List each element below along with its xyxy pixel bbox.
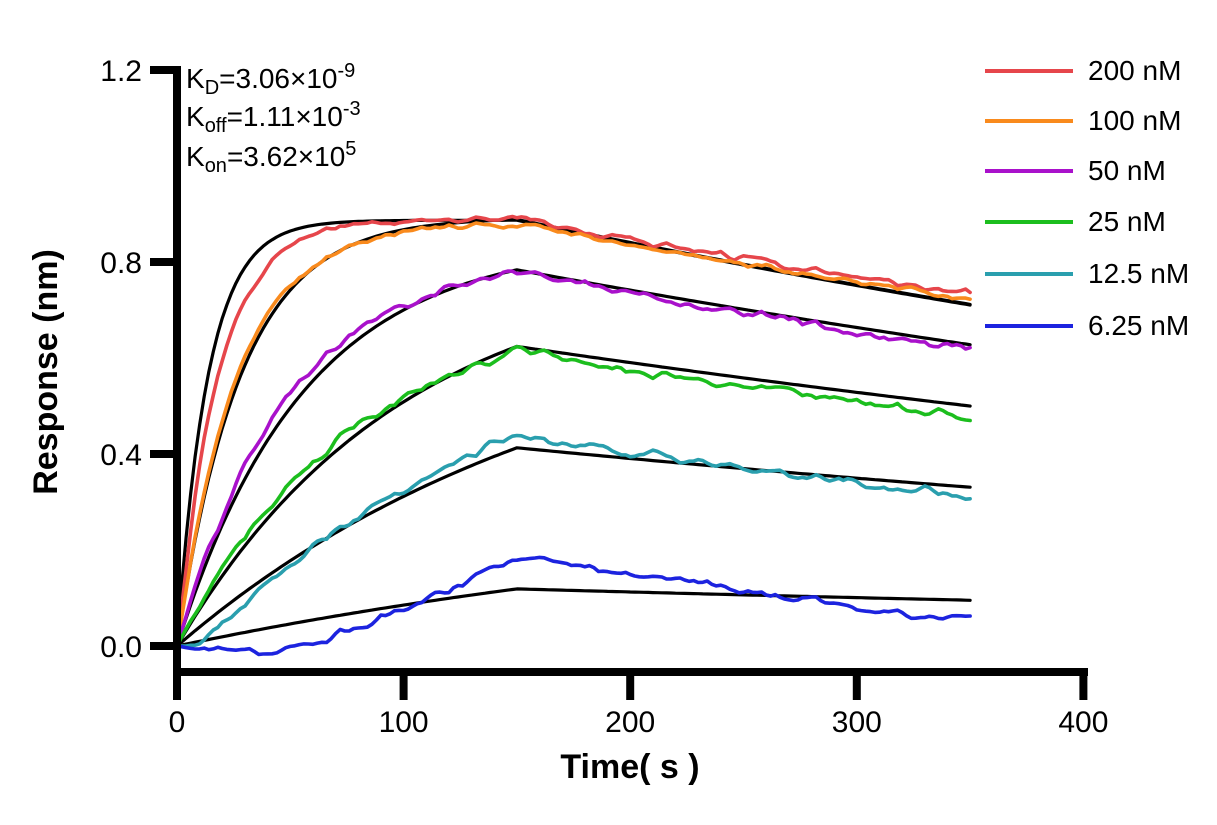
legend-label: 100 nM [1088,105,1182,136]
legend-item-25-nM: 25 nM [985,206,1166,238]
legend-label: 12.5 nM [1088,258,1190,289]
fit-curve-25-nM [175,344,972,648]
legend-line-swatch [985,169,1073,173]
kd-annotation: KD=3.06×10-9 [186,60,356,99]
y-tick-label: 0.0 [100,631,142,664]
axis-ticks: 0 100 200 300 400 0.0 0.4 0.8 1.2 [100,55,1108,739]
x-tick-label: 100 [379,706,429,739]
legend-item-50-nM: 50 nM [985,155,1166,187]
x-tick-label: 200 [605,706,655,739]
legend-line-swatch [985,324,1073,328]
fit-curve-6-25-nM [175,587,972,648]
legend-label: 200 nM [1088,55,1182,86]
legend-line-swatch [985,119,1073,123]
y-tick-label: 0.4 [100,439,142,472]
data-curve-100-nM [175,221,972,648]
legend-line-swatch [985,272,1073,276]
koff-annotation: Koff=1.11×10-3 [186,98,361,137]
data-curve-12-5-nM [175,433,972,648]
legend-item-100-nM: 100 nM [985,105,1181,137]
data-curve-25-nM [175,344,972,648]
data-curve-6-25-nM [175,555,972,657]
legend-item-12-5-nM: 12.5 nM [985,258,1189,290]
legend-line-swatch [985,220,1073,224]
legend-item-6-25-nM: 6.25 nM [985,310,1189,342]
y-tick-label: 1.2 [100,55,142,88]
y-tick-label: 0.8 [100,247,142,280]
data-curve-200-nM [175,214,972,648]
y-axis-title: Response (nm) [27,249,65,495]
legend-label: 25 nM [1088,206,1166,237]
data-curves [175,214,972,657]
legend-line-swatch [985,69,1073,73]
x-tick-label: 400 [1058,706,1108,739]
x-tick-label: 300 [832,706,882,739]
data-curve-50-nM [175,269,972,648]
kon-annotation: Kon=3.62×105 [186,138,357,177]
legend-label: 50 nM [1088,155,1166,186]
x-axis-title: Time( s ) [560,748,699,786]
legend-label: 6.25 nM [1088,310,1190,341]
legend: 200 nM 100 nM 50 nM 25 nM 12.5 nM 6.25 nM [985,0,1217,400]
legend-item-200-nM: 200 nM [985,55,1181,87]
x-tick-label: 0 [169,706,186,739]
